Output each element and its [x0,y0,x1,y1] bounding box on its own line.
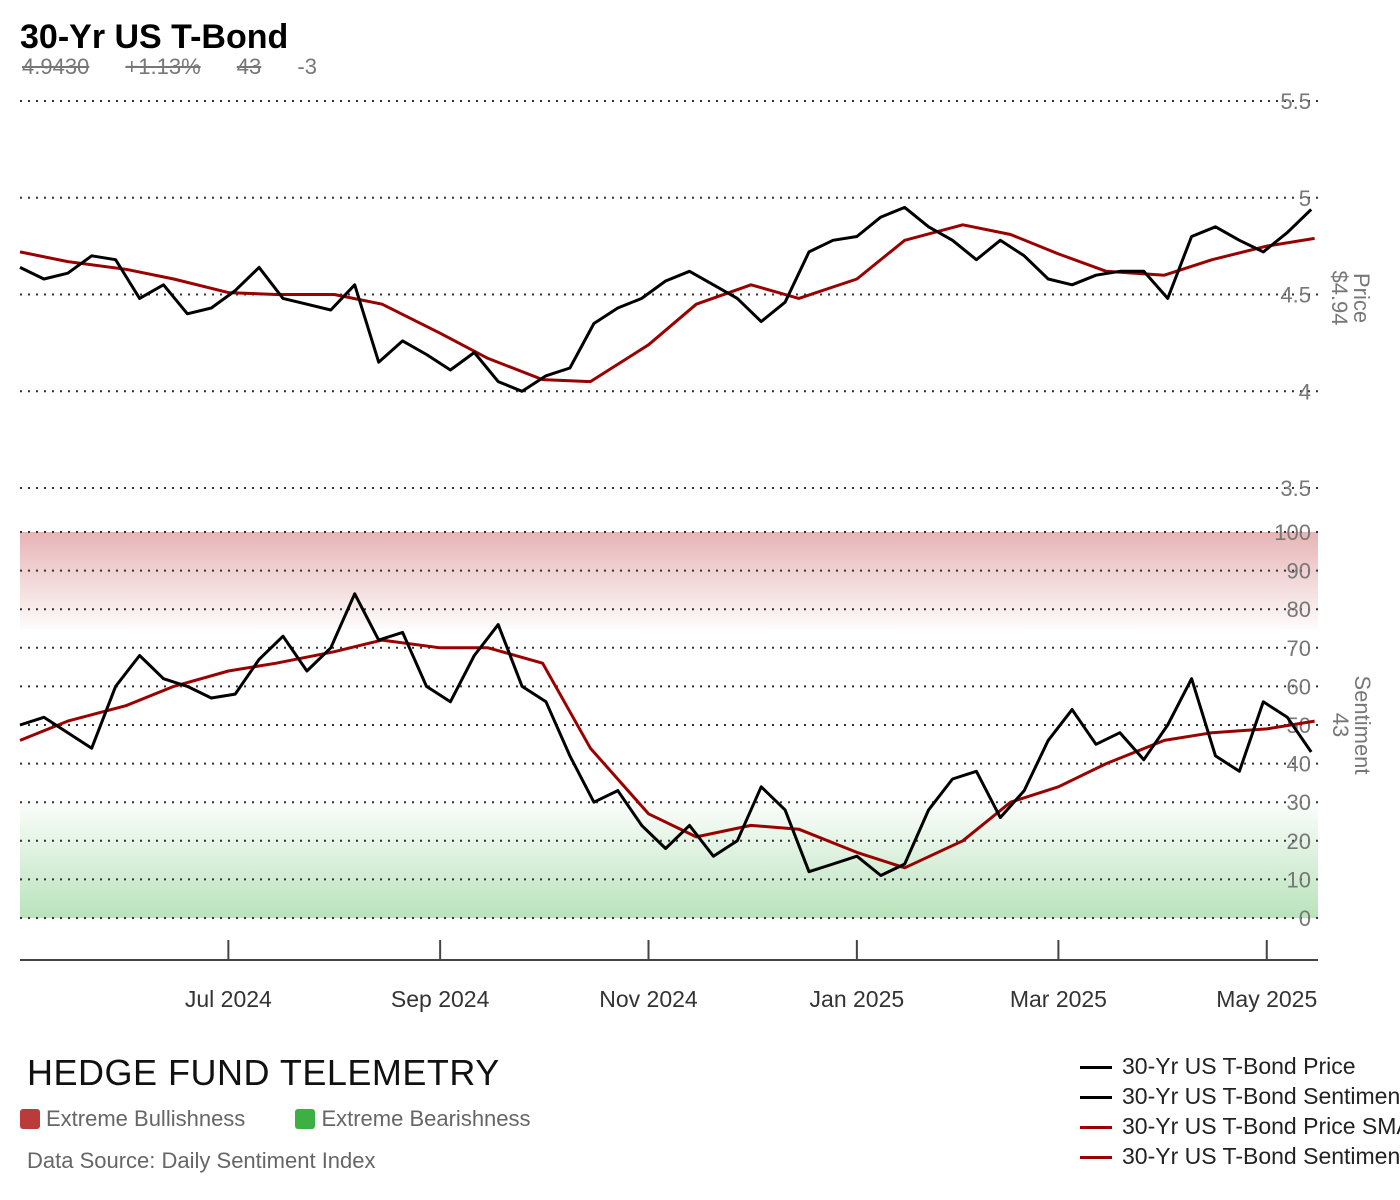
sentiment-axis-label: Sentiment [1350,675,1375,774]
zone-legend-label: Extreme Bearishness [321,1106,531,1131]
price-tick-label: 5.5 [1280,89,1311,114]
sentiment-change: -3 [297,54,317,79]
x-tick-label: Nov 2024 [599,986,698,1012]
legend-line-icon [1080,1096,1112,1100]
price-tick-label: 3.5 [1280,476,1311,501]
zone-legend-bullish: Extreme Bullishness [20,1106,245,1132]
legend-item-price[interactable]: 30-Yr US T-Bond Price [1080,1053,1400,1083]
x-axis: Jul 2024 Sep 2024 Nov 2024 Jan 2025 Mar 2025… [20,940,1318,1012]
sentiment-value: 43 [236,54,262,79]
x-tick-label: Jul 2024 [185,986,272,1012]
sentiment-tick-label: 70 [1287,636,1311,661]
bullish-band [20,532,1318,629]
header-stats: 4.9430 +1.13% 43 -3 [22,54,347,80]
legend-label: 30-Yr US T-Bond Price SMA [1122,1113,1400,1139]
price-sma-line [19,223,1315,384]
bullish-swatch-icon [20,1109,40,1129]
sentiment-sma-line [19,638,1315,870]
x-tick-label: Sep 2024 [391,986,490,1012]
x-tick-label: Mar 2025 [1010,986,1107,1012]
sentiment-line [19,592,1313,877]
sentiment-tick-label: 90 [1287,559,1311,584]
price-axis-label: Price [1349,273,1374,323]
sentiment-tick-label: 10 [1287,867,1311,892]
zone-legend-bearish: Extreme Bearishness [295,1106,531,1132]
sentiment-tick-label: 20 [1287,829,1311,854]
sentiment-tick-label: 0 [1299,906,1311,931]
x-tick-label: Jan 2025 [810,986,905,1012]
sentiment-tick-label: 40 [1287,752,1311,777]
sentiment-tick-label: 80 [1287,597,1311,622]
legend-line-icon [1080,1156,1112,1160]
legend-item-price-sma[interactable]: 30-Yr US T-Bond Price SMA [1080,1113,1400,1143]
legend-item-sentiment[interactable]: 30-Yr US T-Bond Sentiment [1080,1083,1400,1113]
data-source: Data Source: Daily Sentiment Index [27,1148,376,1173]
price-change: +1.13% [125,54,201,79]
x-tick-label: May 2025 [1216,986,1317,1012]
price-tick-label: 4.5 [1280,283,1311,308]
legend-item-sentiment-sma[interactable]: 30-Yr US T-Bond Sentiment SMA [1080,1143,1400,1173]
zone-legend: Extreme Bullishness Extreme Bearishness [20,1106,575,1132]
price-tick-label: 5 [1299,186,1311,211]
sentiment-tick-label: 100 [1274,520,1311,545]
chart-title: 30-Yr US T-Bond [20,18,289,56]
legend-line-icon [1080,1066,1112,1070]
series-legend: 30-Yr US T-Bond Price 30-Yr US T-Bond Se… [1080,1053,1400,1173]
sentiment-tick-label: 60 [1287,674,1311,699]
legend-label: 30-Yr US T-Bond Price [1122,1053,1356,1079]
brand-name: HEDGE FUND TELEMETRY [27,1052,500,1093]
legend-label: 30-Yr US T-Bond Sentiment SMA [1122,1143,1400,1169]
series-lines [19,205,1315,877]
sentiment-last-value: 43 [1328,713,1353,737]
sentiment-bands [20,532,1318,918]
price-tick-label: 4 [1299,379,1311,404]
bearish-band [20,802,1318,918]
legend-line-icon [1080,1126,1112,1130]
legend-label: 30-Yr US T-Bond Sentiment [1122,1083,1400,1109]
sentiment-tick-label: 30 [1287,790,1311,815]
price-line [19,205,1313,393]
bearish-swatch-icon [295,1109,316,1129]
zone-legend-label: Extreme Bullishness [46,1106,246,1131]
price-value: 4.9430 [22,54,90,79]
price-last-value: $4.94 [1327,270,1352,325]
grid-lines [20,100,1318,919]
